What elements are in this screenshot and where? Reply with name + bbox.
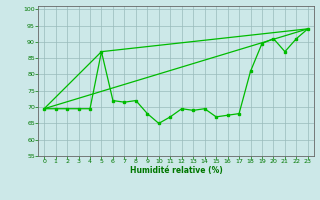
X-axis label: Humidité relative (%): Humidité relative (%) bbox=[130, 166, 222, 175]
